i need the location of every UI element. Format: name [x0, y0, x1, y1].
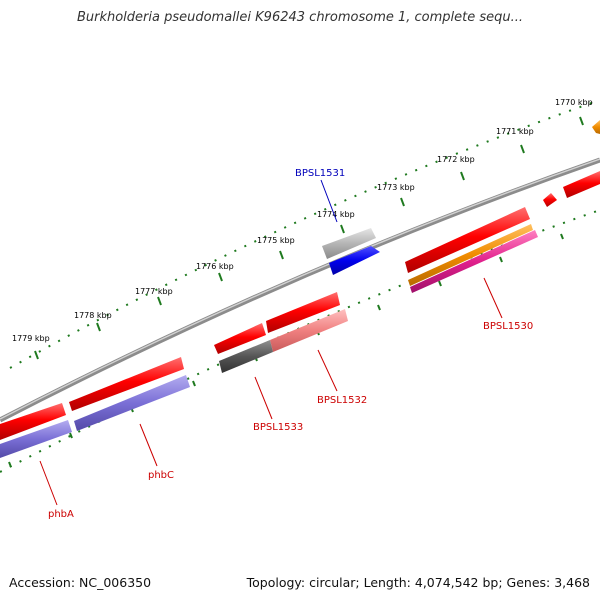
callout-bpsl1531	[320, 179, 338, 223]
gene-bpsl1532-pink[interactable]	[270, 309, 348, 352]
gene-small-red[interactable]	[543, 193, 557, 207]
gene-bpsl1532-red[interactable]	[266, 292, 340, 333]
scale-label-1779: 1779 kbp	[12, 334, 50, 343]
gene-label-bpsl1532[interactable]: BPSL1532	[317, 395, 367, 406]
chromosome-backbone	[0, 157, 600, 423]
gene-phbc-red[interactable]	[69, 357, 184, 411]
scale-label-1770: 1770 kbp	[555, 98, 593, 107]
accession-text: Accession: NC_006350	[9, 575, 152, 590]
callout-bpsl1532	[317, 349, 338, 392]
gene-bpsl1531-blue[interactable]	[329, 246, 380, 275]
gene-phba-red[interactable]	[0, 403, 66, 440]
gene-label-bpsl1533[interactable]: BPSL1533	[253, 422, 303, 433]
gene-bpsl1530-magenta[interactable]	[410, 230, 538, 293]
callout-bpsl1530	[483, 277, 503, 319]
gene-features	[0, 171, 600, 458]
gene-bpsl1533-dark[interactable]	[219, 340, 273, 373]
orange-feature-partial[interactable]	[592, 120, 600, 134]
callout-phba	[39, 460, 58, 506]
gene-labels: BPSL1531 BPSL1530 BPSL1532 BPSL1533 phbC…	[48, 168, 533, 520]
scale-label-1773: 1773 kbp	[377, 183, 415, 192]
map-title: Burkholderia pseudomallei K96243 chromos…	[76, 10, 524, 25]
gene-right-edge-red[interactable]	[563, 171, 600, 198]
gene-phbc-purple[interactable]	[74, 375, 190, 431]
gene-label-phbc[interactable]: phbC	[148, 470, 174, 481]
gene-bpsl1530-red[interactable]	[405, 207, 530, 273]
scale-label-1776: 1776 kbp	[196, 262, 234, 271]
scale-label-1771: 1771 kbp	[496, 127, 534, 136]
gene-label-bpsl1531[interactable]: BPSL1531	[295, 168, 345, 179]
topology-summary-text: Topology: circular; Length: 4,074,542 bp…	[246, 575, 590, 590]
gene-bpsl1533-red[interactable]	[214, 323, 266, 354]
scale-label-1774: 1774 kbp	[317, 210, 355, 219]
outer-scale-major-ticks	[34, 116, 584, 360]
scale-labels: 1770 kbp 1771 kbp 1772 kbp 1773 kbp 1774…	[12, 98, 593, 343]
gene-phba-purple[interactable]	[0, 420, 72, 458]
callout-bpsl1533	[254, 376, 273, 420]
scale-label-1772: 1772 kbp	[437, 155, 475, 164]
scale-label-1775: 1775 kbp	[257, 236, 295, 245]
backbone-highlight	[0, 158, 600, 420]
gene-bpsl1531-gray[interactable]	[322, 228, 376, 259]
scale-label-1777: 1777 kbp	[135, 287, 173, 296]
callout-lines	[39, 179, 503, 506]
gene-label-bpsl1530[interactable]: BPSL1530	[483, 321, 533, 332]
gene-label-phba[interactable]: phbA	[48, 509, 74, 520]
scale-label-1778: 1778 kbp	[74, 311, 112, 320]
gene-bpsl1530-orange[interactable]	[408, 224, 533, 286]
callout-phbc	[139, 423, 158, 467]
